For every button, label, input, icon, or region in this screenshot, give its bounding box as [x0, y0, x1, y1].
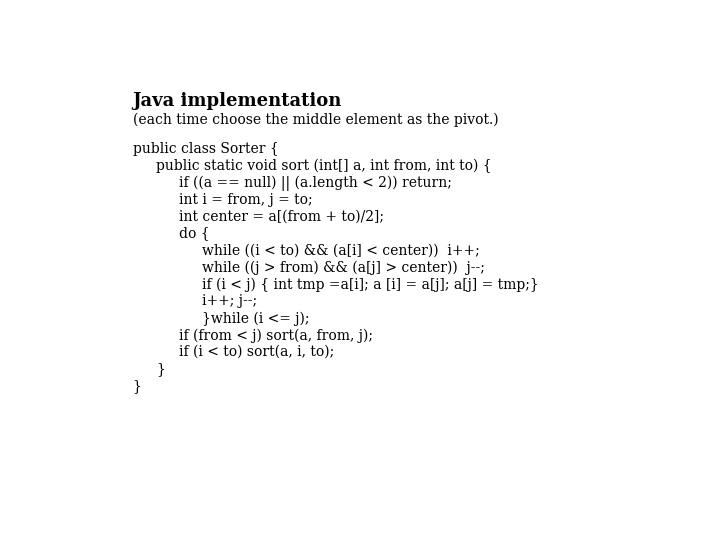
Text: i++; j--;: i++; j--; — [202, 294, 258, 308]
Text: }while (i <= j);: }while (i <= j); — [202, 311, 310, 326]
Text: public class Sorter {: public class Sorter { — [132, 142, 279, 156]
Text: int center = a[(from + to)/2];: int center = a[(from + to)/2]; — [179, 210, 384, 224]
Text: if (i < to) sort(a, i, to);: if (i < to) sort(a, i, to); — [179, 345, 334, 359]
Text: if (i < j) { int tmp =a[i]; a [i] = a[j]; a[j] = tmp;}: if (i < j) { int tmp =a[i]; a [i] = a[j]… — [202, 278, 539, 292]
Text: while ((i < to) && (a[i] < center))  i++;: while ((i < to) && (a[i] < center)) i++; — [202, 244, 480, 258]
Text: public static void sort (int[] a, int from, int to) {: public static void sort (int[] a, int fr… — [156, 159, 492, 173]
Text: }: } — [156, 362, 165, 376]
Text: do {: do { — [179, 226, 210, 240]
Text: if ((a == null) || (a.length < 2)) return;: if ((a == null) || (a.length < 2)) retur… — [179, 176, 452, 191]
Text: if (from < j) sort(a, from, j);: if (from < j) sort(a, from, j); — [179, 328, 373, 342]
Text: }: } — [132, 379, 142, 393]
Text: int i = from, j = to;: int i = from, j = to; — [179, 193, 312, 207]
Text: while ((j > from) && (a[j] > center))  j--;: while ((j > from) && (a[j] > center)) j-… — [202, 260, 485, 275]
Text: Java implementation: Java implementation — [132, 92, 342, 110]
Text: (each time choose the middle element as the pivot.): (each time choose the middle element as … — [132, 112, 498, 127]
